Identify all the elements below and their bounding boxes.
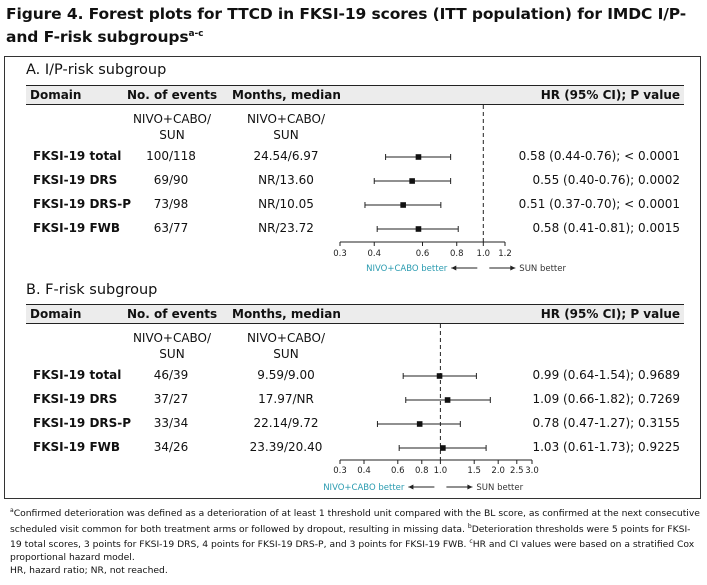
x-tick-label: 3.0 — [525, 466, 539, 476]
abbreviations: HR, hazard ratio; NR, not reached. — [10, 564, 168, 576]
x-tick-label: 2.0 — [491, 466, 505, 476]
x-tick-label: 1.5 — [467, 466, 481, 476]
panel-b-events-subheader: NIVO+CABO/SUN — [132, 331, 212, 361]
hr-point — [415, 154, 422, 160]
header-months: Months, median — [232, 307, 341, 321]
hr-point — [444, 397, 451, 403]
header-domain: Domain — [30, 307, 82, 321]
left-arrowhead — [408, 484, 414, 490]
header-events: No. of events — [127, 88, 218, 102]
x-tick-label: 1.0 — [477, 249, 491, 259]
x-tick-label: 0.8 — [415, 466, 429, 476]
panel-b-header: Domain No. of events Months, median HR (… — [26, 304, 684, 324]
panel-b-title: B. F-risk subgroup — [26, 282, 158, 298]
row-hr: 0.55 (0.40-0.76); 0.0002 — [532, 173, 680, 187]
row-months: 9.59/9.00 — [257, 368, 315, 382]
row-domain: FKSI-19 FWB — [33, 221, 121, 235]
x-tick-label: 0.4 — [367, 249, 381, 259]
row-hr: 0.51 (0.37-0.70); < 0.0001 — [518, 197, 680, 211]
row-events: 63/77 — [153, 221, 189, 235]
hr-point — [440, 445, 446, 451]
right-arrowhead — [510, 265, 516, 271]
footnote: aConfirmed deterioration was defined as … — [10, 505, 700, 577]
row-hr: 0.58 (0.41-0.81); 0.0015 — [532, 221, 680, 235]
panel-a-months-subheader: NIVO+CABO/SUN — [246, 112, 326, 142]
row-events: 46/39 — [153, 368, 189, 382]
row-months: 22.14/9.72 — [253, 416, 319, 430]
x-tick-label: 0.8 — [450, 249, 464, 259]
hr-point — [415, 226, 422, 232]
row-hr: 0.99 (0.64-1.54); 0.9689 — [532, 368, 680, 382]
header-hr: HR (95% CI); P value — [540, 88, 680, 102]
left-better-label: NIVO+CABO better — [366, 264, 448, 274]
row-domain: FKSI-19 DRS — [33, 392, 118, 406]
hr-point — [400, 202, 406, 208]
x-tick-label: 0.3 — [333, 466, 347, 476]
left-arrowhead — [451, 265, 457, 271]
row-months: NR/23.72 — [258, 221, 314, 235]
row-domain: FKSI-19 DRS — [33, 173, 118, 187]
figure-title: Figure 4. Forest plots for TTCD in FKSI-… — [6, 5, 687, 47]
right-arrowhead — [467, 484, 473, 490]
x-tick-label: 0.6 — [391, 466, 405, 476]
row-domain: FKSI-19 DRS-P — [33, 197, 132, 211]
row-events: 34/26 — [153, 440, 189, 454]
hr-point — [409, 178, 415, 184]
footnote-text: aConfirmed deterioration was defined as … — [10, 507, 700, 563]
row-hr: 1.09 (0.66-1.82); 0.7269 — [532, 392, 680, 406]
row-domain: FKSI-19 DRS-P — [33, 416, 132, 430]
x-tick-label: 1.0 — [434, 466, 448, 476]
row-months: NR/13.60 — [258, 173, 314, 187]
panel-a-header: Domain No. of events Months, median HR (… — [26, 85, 684, 105]
row-events: 100/118 — [146, 149, 196, 163]
hr-point — [436, 373, 443, 379]
row-hr: 0.58 (0.44-0.76); < 0.0001 — [518, 149, 680, 163]
header-domain: Domain — [30, 88, 82, 102]
header-events: No. of events — [127, 307, 218, 321]
x-tick-label: 2.5 — [510, 466, 524, 476]
header-months: Months, median — [232, 88, 341, 102]
row-domain: FKSI-19 total — [33, 149, 122, 163]
panel-a-events-subheader: NIVO+CABO/SUN — [132, 112, 212, 142]
row-months: 17.97/NR — [258, 392, 314, 406]
x-tick-label: 0.4 — [357, 466, 371, 476]
row-events: 33/34 — [153, 416, 189, 430]
row-events: 73/98 — [153, 197, 189, 211]
panel-a-title: A. I/P-risk subgroup — [26, 62, 167, 78]
row-months: NR/10.05 — [258, 197, 314, 211]
row-months: 23.39/20.40 — [249, 440, 323, 454]
header-hr: HR (95% CI); P value — [540, 307, 680, 321]
row-domain: FKSI-19 total — [33, 368, 122, 382]
right-better-label: SUN better — [519, 264, 566, 274]
x-tick-label: 1.2 — [498, 249, 512, 259]
row-hr: 1.03 (0.61-1.73); 0.9225 — [532, 440, 680, 454]
row-domain: FKSI-19 FWB — [33, 440, 121, 454]
right-better-label: SUN better — [476, 483, 523, 493]
row-hr: 0.78 (0.47-1.27); 0.3155 — [532, 416, 680, 430]
figure-frame — [4, 56, 701, 499]
row-events: 37/27 — [153, 392, 189, 406]
x-tick-label: 0.3 — [333, 249, 347, 259]
left-better-label: NIVO+CABO better — [323, 483, 405, 493]
hr-point — [416, 421, 423, 427]
panel-b-months-subheader: NIVO+CABO/SUN — [246, 331, 326, 361]
row-events: 69/90 — [153, 173, 189, 187]
row-months: 24.54/6.97 — [253, 149, 319, 163]
x-tick-label: 0.6 — [416, 249, 430, 259]
